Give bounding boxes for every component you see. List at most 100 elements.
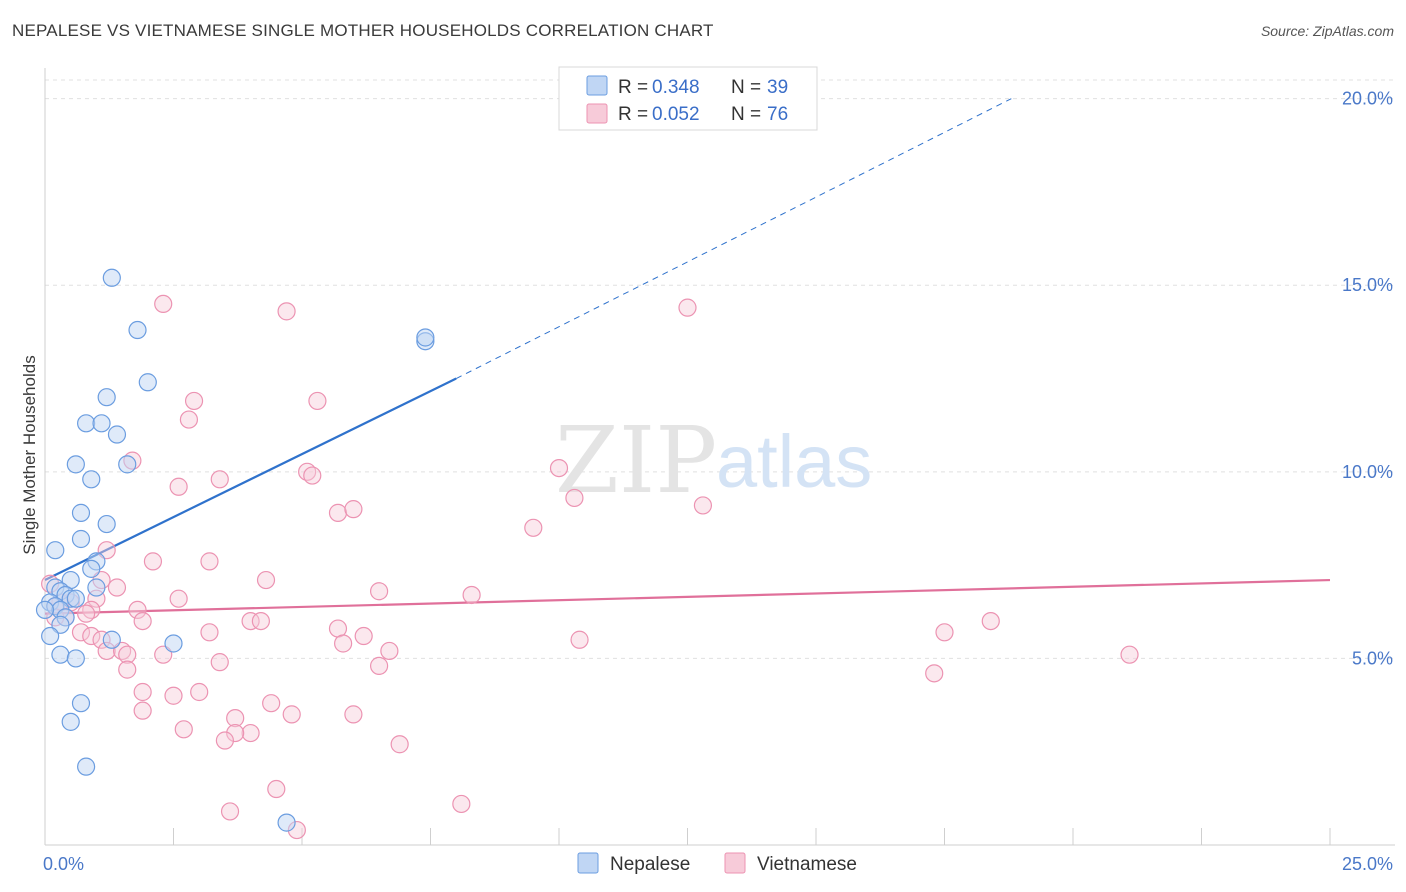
legend-r-value-vietnamese: 0.052 <box>652 104 700 125</box>
vietnamese-point <box>981 611 1000 631</box>
vietnamese-point <box>107 578 127 597</box>
nepalese-point <box>61 712 80 731</box>
nepalese-point <box>164 634 183 653</box>
nepalese-point <box>35 600 55 620</box>
nepalese-trend-extension <box>455 98 1012 379</box>
legend-r-label-vietnamese: R = <box>618 104 648 125</box>
vietnamese-point <box>82 626 101 646</box>
nepalese-point <box>66 455 85 474</box>
x-tick-label: 25.0% <box>1342 854 1393 874</box>
vietnamese-point <box>118 660 137 679</box>
vietnamese-point <box>565 488 584 508</box>
vietnamese-point <box>215 731 234 750</box>
bottom-legend-label-vietnamese: Vietnamese <box>757 854 857 875</box>
nepalese-point <box>97 514 116 534</box>
nepalese-point <box>77 414 96 433</box>
vietnamese-point <box>308 391 327 411</box>
nepalese-point <box>71 694 91 713</box>
source-label: Source: ZipAtlas.com <box>1260 23 1394 39</box>
vietnamese-point <box>154 294 173 314</box>
nepalese-point <box>107 425 127 444</box>
vietnamese-point <box>452 794 471 814</box>
legend-swatch-vietnamese <box>586 103 608 124</box>
trend-lines <box>44 98 1331 615</box>
nepalese-point <box>51 615 70 634</box>
vietnamese-point <box>97 541 116 560</box>
grid-lines <box>45 79 1395 659</box>
vietnamese-point <box>370 656 389 675</box>
vietnamese-point <box>678 298 697 317</box>
nepalese-points <box>35 268 435 832</box>
vietnamese-points <box>41 294 1139 840</box>
nepalese-point <box>277 813 296 832</box>
nepalese-point <box>97 388 116 407</box>
vietnamese-point <box>71 623 91 642</box>
vietnamese-point <box>256 570 276 590</box>
vietnamese-point <box>925 664 944 683</box>
vietnamese-point <box>133 611 152 631</box>
bottom-legend-swatch-vietnamese <box>724 852 746 874</box>
y-tick-label: 15.0% <box>1342 275 1393 295</box>
nepalese-point <box>102 268 121 287</box>
nepalese-point <box>41 626 60 646</box>
nepalese-point <box>66 589 85 608</box>
vietnamese-point <box>128 600 147 620</box>
vietnamese-point <box>344 705 363 724</box>
vietnamese-point <box>282 705 301 724</box>
vietnamese-point <box>118 645 137 664</box>
vietnamese-point <box>334 634 353 653</box>
vietnamese-point <box>462 585 481 605</box>
vietnamese-point <box>251 611 270 631</box>
legend-r-value-nepalese: 0.348 <box>652 77 700 98</box>
vietnamese-point <box>220 802 240 821</box>
vietnamese-point <box>226 709 245 728</box>
vietnamese-point <box>370 582 389 601</box>
vietnamese-point <box>133 682 152 702</box>
legend-r-label-nepalese: R = <box>618 77 648 98</box>
nepalese-point <box>102 630 121 649</box>
vietnamese-point <box>277 302 296 321</box>
vietnamese-point <box>328 503 348 522</box>
vietnamese-point <box>241 723 260 743</box>
nepalese-point <box>82 559 101 578</box>
bottom-legend-swatch-nepalese <box>577 852 599 874</box>
vietnamese-point <box>354 626 373 646</box>
vietnamese-point <box>935 623 954 642</box>
vietnamese-point <box>1120 645 1139 664</box>
vietnamese-point <box>241 611 260 631</box>
watermark-zip: ZIP <box>555 407 717 514</box>
vietnamese-point <box>169 477 188 496</box>
vietnamese-point <box>262 694 281 713</box>
vietnamese-point <box>174 720 193 739</box>
vietnamese-point <box>200 552 219 571</box>
vietnamese-point <box>77 604 96 623</box>
y-tick-label: 20.0% <box>1342 89 1393 109</box>
vietnamese-point <box>200 623 219 642</box>
nepalese-trend-line <box>44 377 457 582</box>
legend-swatch-nepalese <box>586 75 608 96</box>
nepalese-point <box>128 320 147 340</box>
vietnamese-point <box>570 630 589 649</box>
x-tick-labels: 0.0% 25.0% <box>43 854 1393 874</box>
vietnamese-point <box>210 653 229 672</box>
nepalese-point <box>77 757 96 776</box>
vietnamese-trend-line <box>44 578 1331 615</box>
nepalese-point <box>66 649 85 668</box>
vietnamese-point <box>143 552 163 571</box>
nepalese-point <box>138 373 157 392</box>
vietnamese-point <box>344 500 363 519</box>
nepalese-point <box>87 578 106 597</box>
vietnamese-point <box>190 682 209 702</box>
nepalese-point <box>416 328 435 347</box>
legend-n-label-vietnamese: N = <box>731 104 761 125</box>
vietnamese-point <box>303 466 322 485</box>
vietnamese-point <box>169 589 188 608</box>
legend: R = 0.348 N = 39 R = 0.052 N = 76 <box>558 66 818 131</box>
vietnamese-point <box>133 701 152 720</box>
y-tick-label: 10.0% <box>1342 462 1393 482</box>
vietnamese-point <box>390 735 409 754</box>
chart-title: NEPALESE VS VIETNAMESE SINGLE MOTHER HOU… <box>12 21 714 40</box>
y-axis-label: Single Mother Households <box>20 355 39 554</box>
watermark-atlas: atlas <box>716 420 872 503</box>
